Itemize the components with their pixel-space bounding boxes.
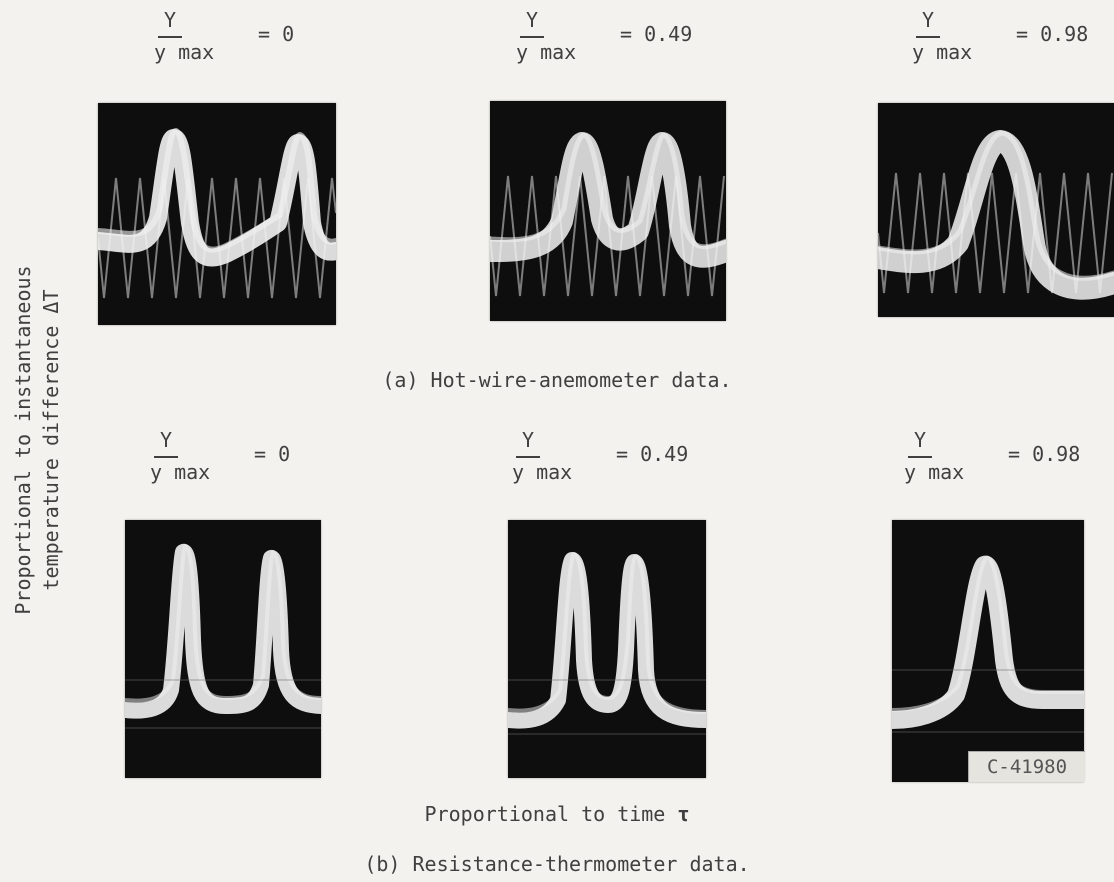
x-axis-label: Proportional to time τ <box>0 802 1114 826</box>
caption-a: (a) Hot-wire-anemometer data. <box>382 368 732 392</box>
temperature-trace <box>892 555 1084 729</box>
y-axis-label: Proportional to instantaneous temperatur… <box>8 190 66 690</box>
position-value: = 0.98 <box>1008 442 1081 466</box>
position-value: = 0 <box>254 442 291 466</box>
tau-symbol: τ <box>677 802 690 826</box>
fraction-bar <box>154 456 178 458</box>
fraction-denominator: y max <box>154 40 215 64</box>
position-value: = 0.49 <box>620 22 693 46</box>
fraction-numerator: Y <box>914 428 927 452</box>
fraction-bar <box>908 456 932 458</box>
oscillogram-hot-wire-049 <box>490 101 726 321</box>
timing-wave <box>878 172 1113 294</box>
temperature-trace <box>98 129 336 267</box>
position-value: = 0.49 <box>616 442 689 466</box>
oscillogram-hot-wire-0 <box>98 103 336 325</box>
oscillogram-resistance-049 <box>508 520 706 778</box>
position-label-a1: Y y max = 0 <box>154 8 314 68</box>
photo-id-stamp: C-41980 <box>968 751 1085 782</box>
fraction-denominator: y max <box>150 460 211 484</box>
position-label-b1: Y y max = 0 <box>150 428 310 488</box>
x-axis-label-text: Proportional to time <box>424 802 678 826</box>
timing-wave <box>98 177 336 299</box>
fraction-numerator: Y <box>526 8 539 32</box>
oscillogram-resistance-0 <box>125 520 321 778</box>
fraction-numerator: Y <box>522 428 535 452</box>
y-axis-label-line2: temperature difference ΔT <box>39 289 63 591</box>
fraction-bar <box>158 36 182 38</box>
fraction-numerator: Y <box>922 8 935 32</box>
fraction-bar <box>520 36 544 38</box>
fraction-denominator: y max <box>516 40 577 64</box>
caption-b: (b) Resistance-thermometer data. <box>364 852 750 876</box>
fraction-numerator: Y <box>160 428 173 452</box>
position-label-b3: Y y max = 0.98 <box>904 428 1104 488</box>
fraction-denominator: y max <box>512 460 573 484</box>
fraction-bar <box>516 456 540 458</box>
oscillogram-resistance-098 <box>892 520 1084 782</box>
position-label-b2: Y y max = 0.49 <box>512 428 712 488</box>
fraction-bar <box>916 36 940 38</box>
fraction-denominator: y max <box>904 460 965 484</box>
position-label-a2: Y y max = 0.49 <box>516 8 716 68</box>
fraction-denominator: y max <box>912 40 973 64</box>
fraction-numerator: Y <box>164 8 177 32</box>
temperature-trace <box>878 130 1114 300</box>
position-value: = 0 <box>258 22 295 46</box>
oscillogram-hot-wire-098 <box>878 103 1114 317</box>
position-value: = 0.98 <box>1016 22 1089 46</box>
position-label-a3: Y y max = 0.98 <box>912 8 1112 68</box>
y-axis-label-line1: Proportional to instantaneous <box>11 265 35 615</box>
